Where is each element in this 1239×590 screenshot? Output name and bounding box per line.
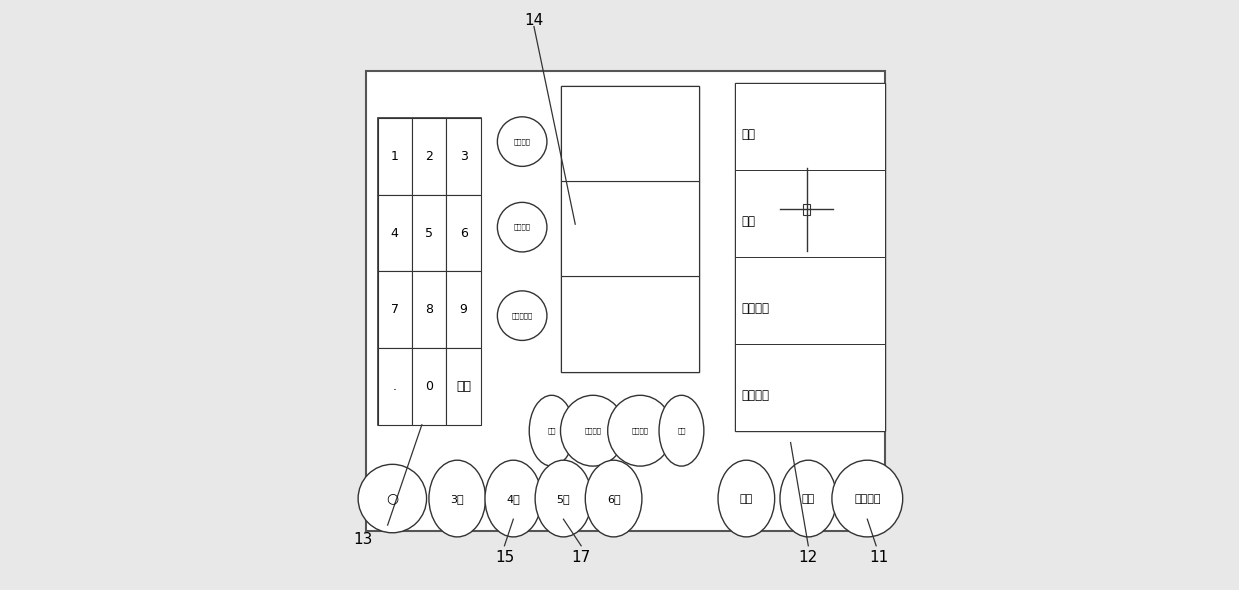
Bar xyxy=(446,118,481,195)
Text: 确认: 确认 xyxy=(456,380,471,393)
Ellipse shape xyxy=(585,460,642,537)
Bar xyxy=(560,276,699,372)
Bar xyxy=(735,257,885,343)
Bar xyxy=(378,118,481,425)
Ellipse shape xyxy=(831,460,903,537)
Bar xyxy=(560,86,699,181)
Text: 9: 9 xyxy=(460,303,467,316)
Ellipse shape xyxy=(484,460,541,537)
Text: 去皮: 去皮 xyxy=(740,494,753,503)
Text: 圆片: 圆片 xyxy=(548,427,556,434)
Text: 7: 7 xyxy=(390,303,399,316)
Text: 累计片数: 累计片数 xyxy=(742,302,769,316)
Text: 1: 1 xyxy=(390,150,399,163)
Bar xyxy=(803,204,810,215)
Bar xyxy=(378,195,413,271)
Text: ○: ○ xyxy=(387,491,399,506)
Text: 厚度下限: 厚度下限 xyxy=(514,224,530,231)
Bar xyxy=(378,271,413,348)
Text: 方片: 方片 xyxy=(678,427,685,434)
Ellipse shape xyxy=(719,460,774,537)
Bar xyxy=(446,271,481,348)
Bar xyxy=(560,86,699,372)
Text: 14: 14 xyxy=(524,13,544,28)
Text: 6寸: 6寸 xyxy=(607,494,621,503)
Bar xyxy=(446,348,481,425)
Bar xyxy=(413,348,446,425)
Text: 6: 6 xyxy=(460,227,467,240)
Bar xyxy=(560,181,699,276)
Ellipse shape xyxy=(429,460,486,537)
Bar xyxy=(735,343,885,431)
Text: 3寸: 3寸 xyxy=(451,494,465,503)
Text: 4寸: 4寸 xyxy=(507,494,520,503)
Text: 11: 11 xyxy=(870,550,888,565)
Text: 厚度上限: 厚度上限 xyxy=(514,138,530,145)
Ellipse shape xyxy=(781,460,836,537)
Bar xyxy=(378,118,413,195)
Ellipse shape xyxy=(535,460,592,537)
Bar xyxy=(735,83,885,431)
Text: 0: 0 xyxy=(425,380,434,393)
Text: 13: 13 xyxy=(353,532,373,548)
Ellipse shape xyxy=(529,395,574,466)
Text: 5寸: 5寸 xyxy=(556,494,570,503)
Text: 3: 3 xyxy=(460,150,467,163)
Text: 累计次数: 累计次数 xyxy=(742,389,769,402)
Text: 累计: 累计 xyxy=(802,494,815,503)
Text: 8: 8 xyxy=(425,303,434,316)
Bar xyxy=(413,195,446,271)
Bar xyxy=(378,348,413,425)
Text: 重量: 重量 xyxy=(742,128,756,142)
Text: 5: 5 xyxy=(425,227,434,240)
Text: 标名考围: 标名考围 xyxy=(585,427,601,434)
Circle shape xyxy=(497,291,546,340)
Text: 双面考围: 双面考围 xyxy=(632,427,649,434)
Circle shape xyxy=(358,464,426,533)
Bar xyxy=(446,195,481,271)
Circle shape xyxy=(497,117,546,166)
Text: 停止累计: 停止累计 xyxy=(854,494,881,503)
Text: 单次最大数: 单次最大数 xyxy=(512,312,533,319)
Text: 15: 15 xyxy=(494,550,514,565)
Text: 2: 2 xyxy=(425,150,434,163)
Text: 17: 17 xyxy=(571,550,591,565)
Bar xyxy=(735,83,885,170)
Text: 片数: 片数 xyxy=(742,215,756,228)
Text: .: . xyxy=(393,380,396,393)
Text: 12: 12 xyxy=(799,550,818,565)
Ellipse shape xyxy=(659,395,704,466)
Ellipse shape xyxy=(607,395,673,466)
Text: 4: 4 xyxy=(390,227,399,240)
Bar xyxy=(366,71,885,531)
Bar xyxy=(413,271,446,348)
Ellipse shape xyxy=(560,395,626,466)
Bar xyxy=(735,170,885,257)
Circle shape xyxy=(497,202,546,252)
Bar xyxy=(413,118,446,195)
